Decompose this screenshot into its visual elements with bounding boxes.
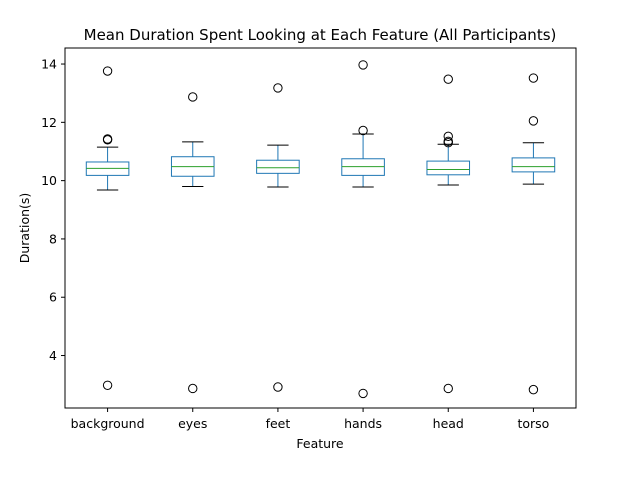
chart-marks	[85, 60, 556, 399]
outlier-hands-0	[358, 60, 368, 70]
outlier-torso-1	[528, 116, 539, 126]
plot-area	[64, 47, 577, 409]
x-tick-label-torso: torso	[517, 416, 549, 431]
box-group-hands	[341, 60, 385, 399]
outlier-background-3	[102, 380, 113, 390]
box-group-head	[426, 74, 471, 394]
outlier-torso-2	[528, 384, 539, 395]
outlier-head-1	[443, 131, 453, 142]
y-tick-label-4: 4	[49, 348, 57, 363]
outlier-hands-2	[358, 388, 368, 399]
x-tick-label-background: background	[71, 416, 145, 431]
x-axis-title: Feature	[296, 436, 344, 451]
y-axis-title: Duration(s)	[17, 193, 32, 264]
y-tick-label-8: 8	[49, 231, 57, 246]
box-group-background	[85, 66, 130, 390]
outlier-feet-0	[273, 83, 283, 93]
outlier-head-0	[443, 74, 453, 84]
outlier-feet-1	[273, 382, 283, 392]
chart-title: Mean Duration Spent Looking at Each Feat…	[84, 26, 557, 44]
x-tick-label-eyes: eyes	[178, 416, 207, 431]
box-group-torso	[511, 73, 556, 395]
box-feet	[256, 159, 300, 174]
box-torso	[511, 157, 556, 173]
outlier-hands-1	[358, 125, 368, 136]
x-axis: background eyes feet hands head torso	[71, 408, 549, 431]
outlier-head-3	[443, 138, 453, 148]
x-tick-label-feet: feet	[266, 416, 291, 431]
x-tick-label-head: head	[433, 416, 464, 431]
outlier-background-2	[102, 135, 113, 145]
box-group-feet	[256, 83, 300, 392]
outlier-torso-0	[528, 73, 539, 83]
box-group-eyes	[170, 92, 215, 394]
y-tick-label-10: 10	[41, 173, 57, 188]
x-tick-label-hands: hands	[344, 416, 382, 431]
outlier-head-4	[443, 383, 453, 394]
y-axis: 4 6 8 10 12 14	[41, 57, 65, 363]
outlier-eyes-0	[188, 92, 198, 102]
y-tick-label-12: 12	[41, 115, 57, 130]
outlier-eyes-1	[188, 383, 198, 394]
outlier-background-0	[102, 66, 113, 76]
y-tick-label-6: 6	[49, 290, 57, 305]
y-tick-label-14: 14	[41, 57, 57, 72]
box-head	[426, 160, 471, 176]
